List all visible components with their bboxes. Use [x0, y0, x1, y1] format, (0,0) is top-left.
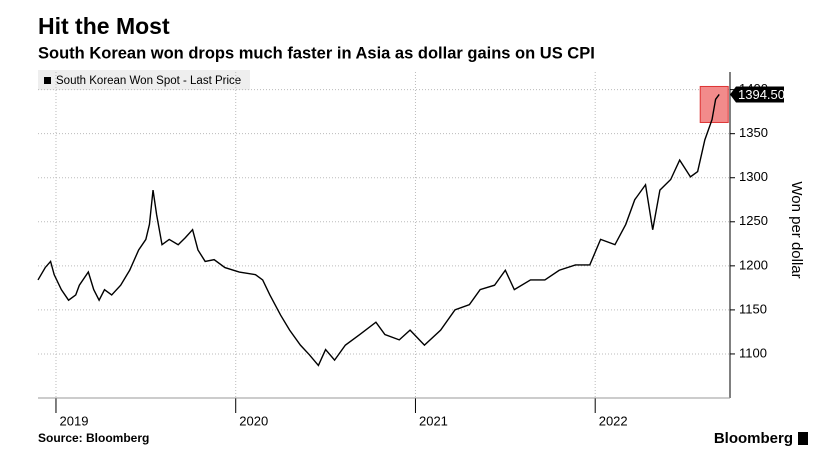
x-tick-label: 2020	[239, 413, 268, 428]
legend-box	[38, 70, 250, 90]
y-tick-label: 1350	[739, 125, 768, 140]
x-tick-label: 2019	[60, 413, 89, 428]
y-tick-label: 1100	[739, 345, 767, 360]
x-tick-label: 2022	[599, 413, 628, 428]
chart-title: Hit the Most	[38, 13, 170, 39]
source: Source: Bloomberg	[38, 431, 149, 445]
brand: Bloomberg	[714, 430, 793, 447]
legend-swatch	[44, 77, 51, 84]
x-tick-label: 2021	[419, 413, 448, 428]
y-axis-label: Won per dollar	[788, 181, 805, 278]
chart-subtitle: South Korean won drops much faster in As…	[38, 44, 595, 62]
y-tick-label: 1250	[739, 213, 768, 228]
legend-label: South Korean Won Spot - Last Price	[56, 75, 241, 87]
value-label: 1394.50	[738, 87, 785, 102]
y-tick-label: 1200	[739, 257, 768, 272]
y-tick-label: 1300	[739, 169, 768, 184]
brand-icon	[798, 432, 808, 445]
line	[37, 94, 720, 367]
y-tick-label: 1150	[739, 301, 767, 316]
value-flag	[730, 86, 784, 103]
